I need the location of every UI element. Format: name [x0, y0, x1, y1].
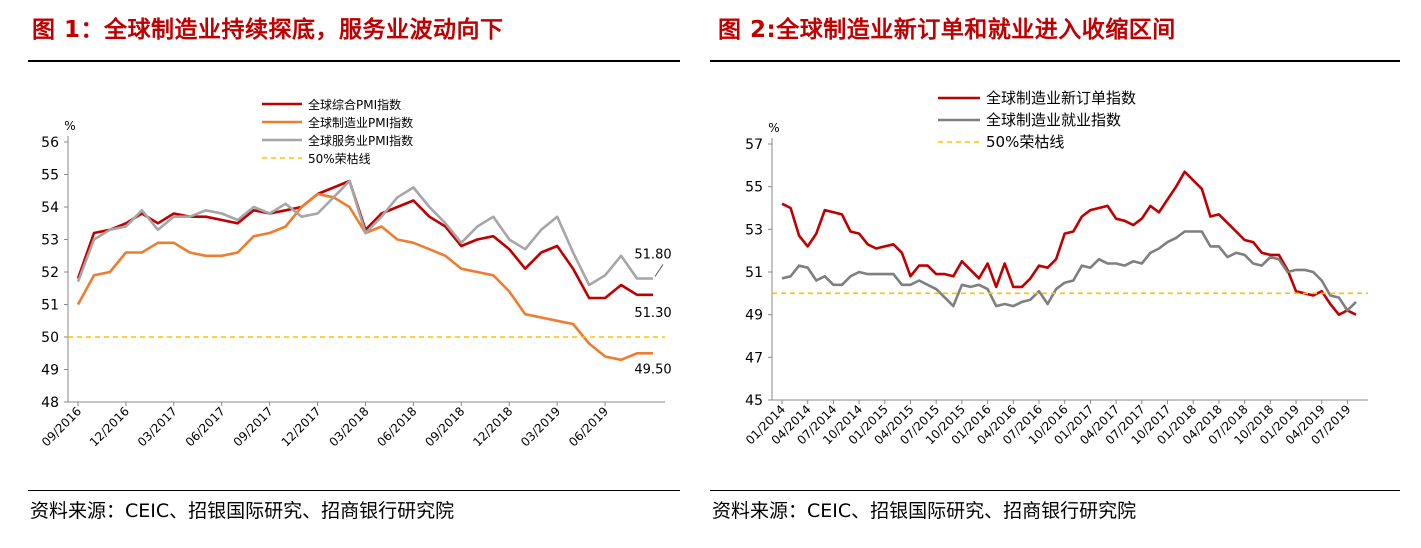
- top-divider-2: [710, 60, 1400, 62]
- x-tick-label: 06/2018: [374, 404, 419, 449]
- y-tick-label: 52: [41, 265, 59, 281]
- y-tick-label: 48: [41, 395, 59, 411]
- y-tick-label: 53: [41, 233, 59, 249]
- source-note-1: 资料来源：CEIC、招银国际研究、招商银行研究院: [30, 500, 455, 522]
- y-unit-label: %: [768, 121, 779, 135]
- y-tick-label: 45: [745, 393, 763, 409]
- x-tick-label: 06/2017: [183, 404, 228, 449]
- x-tick-label: 09/2017: [231, 404, 276, 449]
- series-end-label-1: 49.50: [634, 362, 671, 377]
- y-tick-label: 51: [745, 265, 763, 281]
- y-tick-label: 49: [41, 363, 59, 379]
- chart-panel-1: 图 1：全球制造业持续探底，服务业波动向下 % 48 49 50 51 52 53 54 55 5…: [0, 0, 690, 548]
- x-tick-label: 12/2018: [470, 404, 515, 449]
- x-tick-label: 12/2017: [279, 404, 324, 449]
- legend-label-0: 全球综合PMI指数: [308, 97, 401, 112]
- chart-title-1: 图 1：全球制造业持续探底，服务业波动向下: [32, 17, 504, 43]
- legend-label-3: 50%荣枯线: [308, 151, 371, 166]
- y-tick-label: 56: [41, 135, 59, 151]
- legend-label-0: 全球制造业新订单指数: [986, 89, 1136, 107]
- y-tick-label: 53: [745, 222, 763, 238]
- y-tick-label: 57: [745, 137, 763, 153]
- legend-label-1: 全球制造业就业指数: [986, 111, 1121, 129]
- y-tick-label: 47: [745, 350, 763, 366]
- y-tick-label: 51: [41, 298, 59, 314]
- y-tick-label: 54: [41, 200, 59, 216]
- series-end-label-2: 51.80: [634, 248, 671, 263]
- x-tick-label: 03/2018: [326, 404, 371, 449]
- y-tick-label: 49: [745, 308, 763, 324]
- x-tick-label: 03/2017: [135, 404, 180, 449]
- series-end-label-0: 51.30: [634, 306, 671, 321]
- x-tick-label: 03/2019: [518, 404, 563, 449]
- y-tick-label: 50: [41, 330, 59, 346]
- x-tick-label: 06/2019: [566, 404, 611, 449]
- x-tick-label: 09/2018: [422, 404, 467, 449]
- legend-label-1: 全球制造业PMI指数: [308, 115, 413, 130]
- series-line-2: [76, 179, 653, 287]
- y-unit-label: %: [64, 119, 75, 133]
- y-tick-label: 55: [745, 180, 763, 196]
- chart-title-2: 图 2:全球制造业新订单和就业进入收缩区间: [718, 17, 1176, 43]
- bottom-divider-1: [28, 490, 680, 491]
- legend-label-2: 全球服务业PMI指数: [308, 133, 413, 148]
- end-label-pointer: [654, 264, 664, 277]
- series-line-0: [781, 170, 1357, 316]
- bottom-divider-2: [710, 490, 1400, 491]
- legend-label-2: 50%荣枯线: [986, 133, 1064, 151]
- x-tick-label: 12/2016: [87, 404, 132, 449]
- series-line-1: [781, 230, 1357, 312]
- top-divider-1: [28, 60, 680, 62]
- source-note-2: 资料来源：CEIC、招银国际研究、招商银行研究院: [712, 500, 1137, 522]
- chart-panel-2: 图 2:全球制造业新订单和就业进入收缩区间 % 45 47 49 51 53 55 57 01/…: [710, 0, 1421, 548]
- chart-plot-2: %4547495153555701/201404/201407/201410/2…: [743, 89, 1368, 447]
- y-tick-label: 55: [41, 168, 59, 184]
